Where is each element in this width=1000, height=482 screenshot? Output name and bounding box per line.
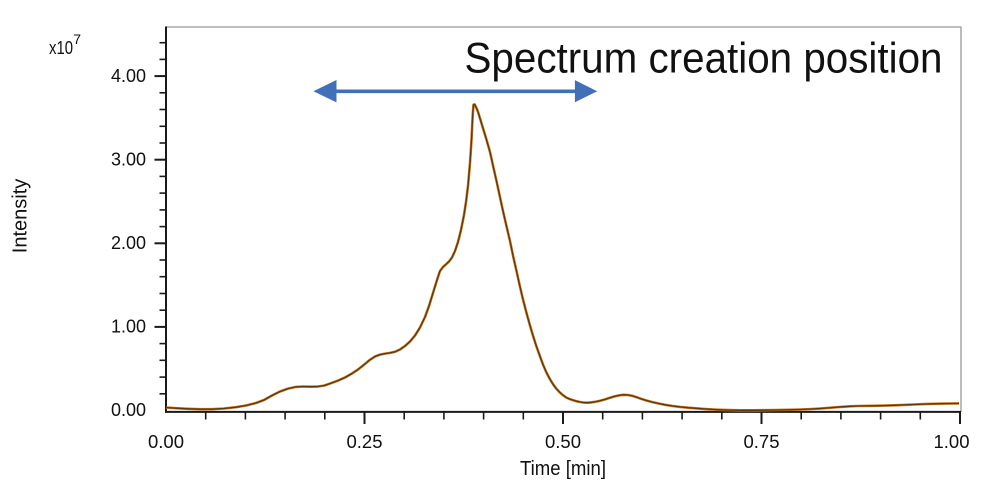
svg-text:3.00: 3.00: [111, 149, 146, 169]
svg-text:7: 7: [73, 31, 81, 47]
svg-text:0.00: 0.00: [148, 431, 184, 452]
svg-text:Time [min]: Time [min]: [520, 458, 606, 480]
svg-text:0.50: 0.50: [545, 431, 581, 452]
svg-text:Intensity: Intensity: [9, 179, 31, 253]
svg-text:0.75: 0.75: [743, 431, 779, 452]
svg-text:0.25: 0.25: [346, 431, 382, 452]
svg-text:1.00: 1.00: [933, 431, 969, 452]
svg-text:x10: x10: [49, 38, 73, 58]
svg-text:2.00: 2.00: [111, 233, 146, 253]
svg-text:Spectrum creation position: Spectrum creation position: [465, 36, 943, 83]
svg-text:0.00: 0.00: [111, 400, 146, 420]
svg-text:4.00: 4.00: [111, 66, 146, 86]
svg-text:1.00: 1.00: [111, 317, 146, 337]
